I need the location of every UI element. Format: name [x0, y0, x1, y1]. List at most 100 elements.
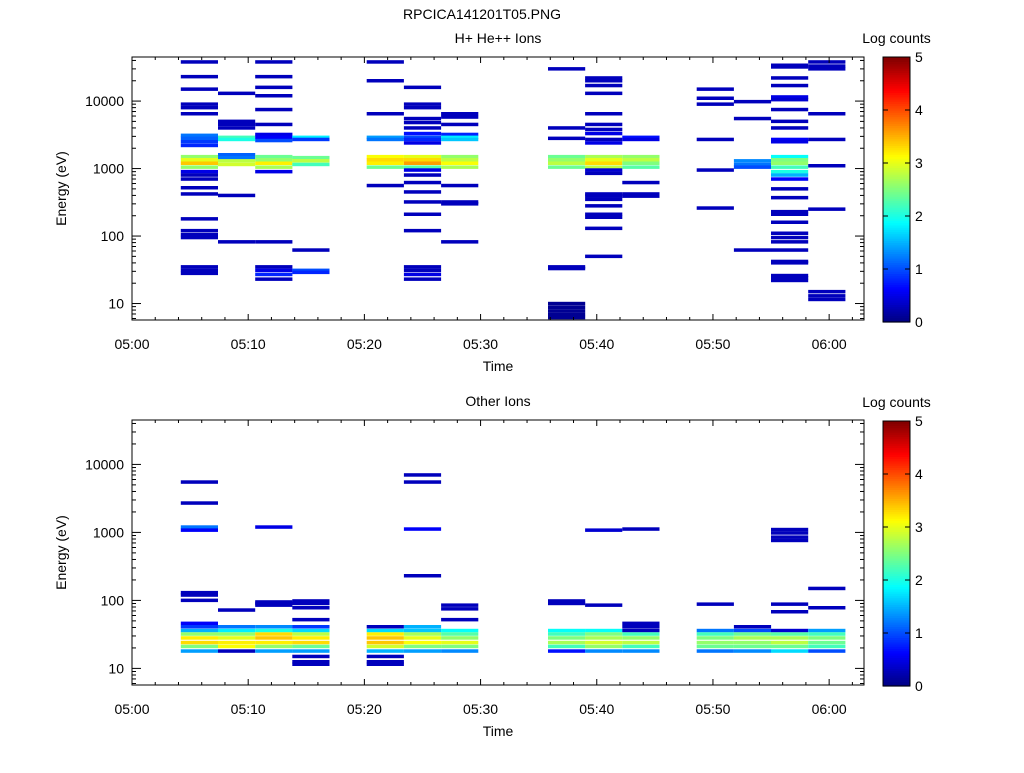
heatmap-cell: [180, 268, 218, 273]
heatmap-cell: [403, 228, 442, 233]
colorbar-swatch: [883, 588, 910, 592]
colorbar-swatch: [883, 577, 910, 581]
heatmap-cell: [548, 636, 586, 640]
colorbar-swatch: [883, 485, 910, 488]
colorbar-swatch: [883, 224, 910, 228]
colorbar-swatch: [883, 575, 910, 579]
colorbar-swatch: [883, 127, 910, 131]
heatmap-cell: [585, 127, 623, 132]
colorbar-swatch: [883, 76, 910, 80]
colorbar-swatch: [883, 500, 910, 504]
colorbar-swatch: [883, 185, 910, 188]
heatmap-cell: [808, 586, 846, 591]
colorbar-swatch: [883, 434, 910, 438]
colorbar-swatch: [883, 529, 910, 533]
colorbar-swatch: [883, 220, 910, 224]
colorbar-swatch: [883, 524, 910, 528]
heatmap-cell: [403, 272, 442, 277]
heatmap-cell: [255, 107, 293, 112]
heatmap-cell: [403, 625, 442, 629]
heatmap-cell: [548, 67, 586, 71]
heatmap-cell: [441, 644, 479, 649]
heatmap-cell: [771, 649, 809, 653]
heatmap-cell: [441, 132, 479, 137]
colorbar-swatch: [883, 59, 910, 63]
x-tick-label: 06:00: [812, 336, 847, 352]
colorbar-swatch: [883, 560, 910, 563]
heatmap-cell: [696, 628, 734, 633]
heatmap-cell: [585, 212, 623, 216]
heatmap-cell: [771, 97, 809, 102]
colorbar-swatch: [883, 538, 910, 541]
heatmap-cell: [292, 135, 330, 140]
heatmap-cell: [808, 112, 846, 116]
heatmap-cell: [771, 76, 809, 80]
heatmap-cell: [808, 67, 846, 71]
heatmap-cell: [180, 640, 218, 645]
colorbar-swatch: [883, 94, 910, 98]
x-tick-label: 05:10: [231, 336, 266, 352]
heatmap-cell: [771, 248, 809, 252]
colorbar-swatch: [883, 187, 910, 191]
colorbar-swatch: [883, 467, 910, 471]
heatmap-cell: [218, 153, 256, 157]
heatmap-cell: [218, 155, 256, 160]
colorbar-swatch: [883, 264, 910, 268]
heatmap-cell: [180, 228, 218, 233]
y-tick-label: 1000: [93, 524, 124, 540]
colorbar-swatch: [883, 123, 910, 127]
heatmap-cell: [218, 240, 256, 244]
colorbar-swatch: [883, 167, 910, 171]
colorbar-swatch: [883, 515, 910, 519]
heatmap-cell: [366, 183, 404, 188]
heatmap-cell: [585, 204, 623, 208]
colorbar-swatch: [883, 670, 910, 674]
heatmap-cell: [366, 660, 404, 664]
colorbar-swatch: [883, 116, 910, 120]
heatmap-cell: [255, 272, 293, 277]
heatmap-cell: [622, 192, 660, 196]
heatmap-cell: [771, 644, 809, 649]
heatmap-cell: [622, 135, 660, 140]
heatmap-cell: [585, 528, 623, 532]
heatmap-cell: [180, 590, 218, 595]
heatmap-cell: [180, 235, 218, 240]
heatmap-cell: [292, 248, 330, 252]
heatmap-cell: [180, 133, 218, 138]
heatmap-cell: [255, 154, 293, 159]
heatmap-cell: [292, 628, 330, 633]
y-axis: 10 100 1000 10000 Energy (eV): [53, 59, 864, 319]
colorbar-swatch: [883, 319, 910, 323]
colorbar-tick-label: 4: [915, 466, 923, 482]
heatmap-cell: [441, 628, 479, 633]
heatmap-cell: [255, 265, 293, 269]
colorbar-swatch: [883, 553, 910, 557]
heatmap-cell: [548, 266, 586, 271]
colorbar-swatch: [883, 200, 910, 204]
colorbar-swatch: [883, 132, 910, 135]
heatmap-cell: [585, 636, 623, 640]
heatmap-cell: [771, 538, 809, 543]
heatmap-cell: [292, 660, 330, 664]
colorbar-swatch: [883, 92, 910, 96]
heatmap-cell: [696, 632, 734, 636]
heatmap-cell: [771, 83, 809, 88]
colorbar-swatch: [883, 107, 910, 111]
heatmap-cell: [180, 165, 218, 169]
colorbar-swatch: [883, 546, 910, 550]
heatmap-cell: [622, 636, 660, 640]
heatmap-cell: [218, 608, 256, 612]
y-axis: 10 100 1000 10000 Energy (eV): [53, 422, 864, 684]
heatmap-cell: [180, 525, 218, 529]
colorbar-swatch: [883, 586, 910, 590]
x-axis: 05:00 05:10 05:20 05:30 05:40 05:50 06:00 Time: [114, 420, 853, 739]
heatmap-cell: [218, 632, 256, 636]
colorbar-swatch: [883, 518, 910, 521]
heatmap-cell: [771, 632, 809, 636]
heatmap-cell: [366, 644, 404, 649]
heatmap-cell: [771, 165, 809, 169]
heatmap-cell: [255, 165, 293, 169]
colorbar-swatch: [883, 207, 910, 210]
colorbar-label: Log counts: [862, 30, 931, 46]
heatmap-cell: [771, 628, 809, 633]
